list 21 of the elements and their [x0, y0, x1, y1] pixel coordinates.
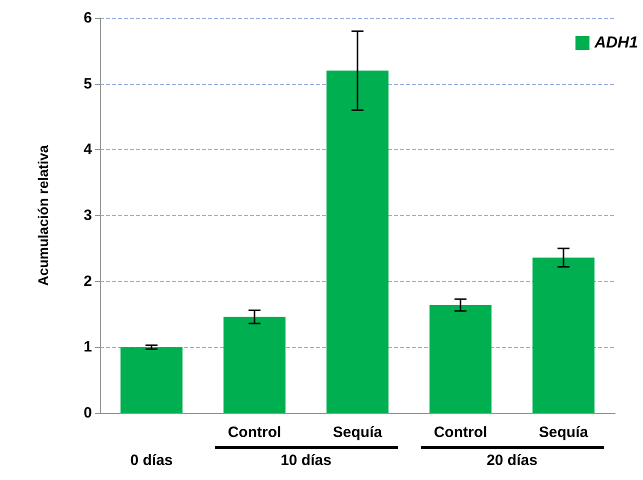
- y-tick-label: 4: [84, 141, 93, 158]
- text: 0 días: [130, 452, 173, 469]
- text: 10 días: [280, 452, 332, 469]
- bar: [120, 347, 182, 413]
- bar: [326, 70, 388, 413]
- y-tick-label: 6: [84, 10, 92, 26]
- y-tick-label: 0: [84, 404, 92, 422]
- bar: [532, 258, 594, 413]
- x-tick-label: Control: [228, 424, 282, 441]
- text: 20 días: [486, 452, 538, 469]
- y-tick-label: 1: [84, 338, 92, 356]
- y-tick-label: 3: [84, 207, 92, 224]
- x-tick-label: Sequía: [332, 424, 383, 441]
- bar: [430, 305, 492, 413]
- y-axis-title: Acumulación relativa: [35, 144, 51, 286]
- y-tick-label: 2: [84, 272, 92, 290]
- bar: [224, 316, 286, 413]
- legend-label: ADH1: [593, 34, 638, 52]
- x-tick-label: Control: [434, 424, 488, 441]
- x-tick-label: Sequía: [538, 424, 589, 441]
- y-tick-label: 5: [84, 75, 92, 92]
